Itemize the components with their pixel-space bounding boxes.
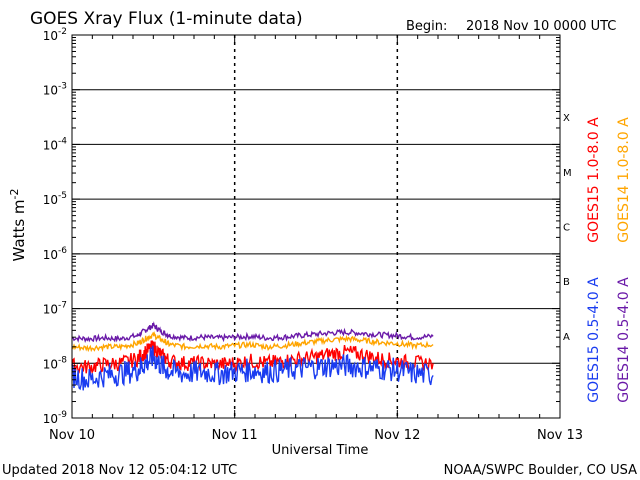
- legend-entry: GOES15 1.0-8.0 A: [586, 117, 602, 243]
- legend: GOES15 1.0-8.0 A GOES14 1.0-8.0 A GOES15 0…: [586, 117, 632, 403]
- legend-entry: GOES14 1.0-8.0 A: [616, 117, 632, 243]
- flare-class-label: A: [563, 332, 570, 343]
- y-axis-label-main: Watts m: [10, 199, 28, 261]
- x-tick-label: Nov 13: [537, 428, 583, 443]
- axis-layer: 10-9 10-8 10-7 10-6 10-5 10-4 10-3 10-2 Nov 10 No…: [43, 27, 583, 443]
- y-tick-label: 10-2: [43, 27, 67, 43]
- data-layer: [71, 321, 434, 391]
- grid-layer: [72, 35, 560, 418]
- flare-class-label: X: [563, 113, 570, 124]
- y-tick-label: 10-4: [43, 136, 68, 152]
- flare-class-label: M: [563, 168, 572, 179]
- chart-title: GOES Xray Flux (1-minute data): [30, 9, 303, 29]
- y-tick-label: 10-5: [43, 191, 67, 207]
- credit-text: NOAA/SWPC Boulder, CO USA: [444, 463, 637, 478]
- flare-class-label: C: [563, 223, 570, 234]
- legend-entry: GOES14 0.5-4.0 A: [616, 277, 632, 403]
- x-tick-label: Nov 11: [212, 428, 258, 443]
- y-tick-label: 10-6: [43, 246, 68, 262]
- flare-class-label: B: [563, 277, 570, 288]
- y-tick-label: 10-9: [43, 410, 68, 426]
- y-tick-label: 10-7: [43, 301, 67, 317]
- y-axis-label-exponent: -2: [8, 189, 21, 200]
- legend-entry: GOES15 0.5-4.0 A: [586, 277, 602, 403]
- y-axis-label: Watts m-2: [8, 189, 28, 262]
- y-tick-label: 10-8: [43, 355, 68, 371]
- series-line: [71, 345, 434, 391]
- series-line: [71, 321, 434, 344]
- x-axis-label: Universal Time: [272, 443, 369, 458]
- begin-label: Begin:: [406, 19, 447, 34]
- x-tick-label: Nov 10: [49, 428, 95, 443]
- series-line: [71, 330, 434, 353]
- x-tick-label: Nov 12: [374, 428, 420, 443]
- updated-timestamp: Updated 2018 Nov 12 05:04:12 UTC: [2, 463, 237, 478]
- y-tick-label: 10-3: [43, 82, 67, 98]
- begin-value: 2018 Nov 10 0000 UTC: [466, 19, 616, 34]
